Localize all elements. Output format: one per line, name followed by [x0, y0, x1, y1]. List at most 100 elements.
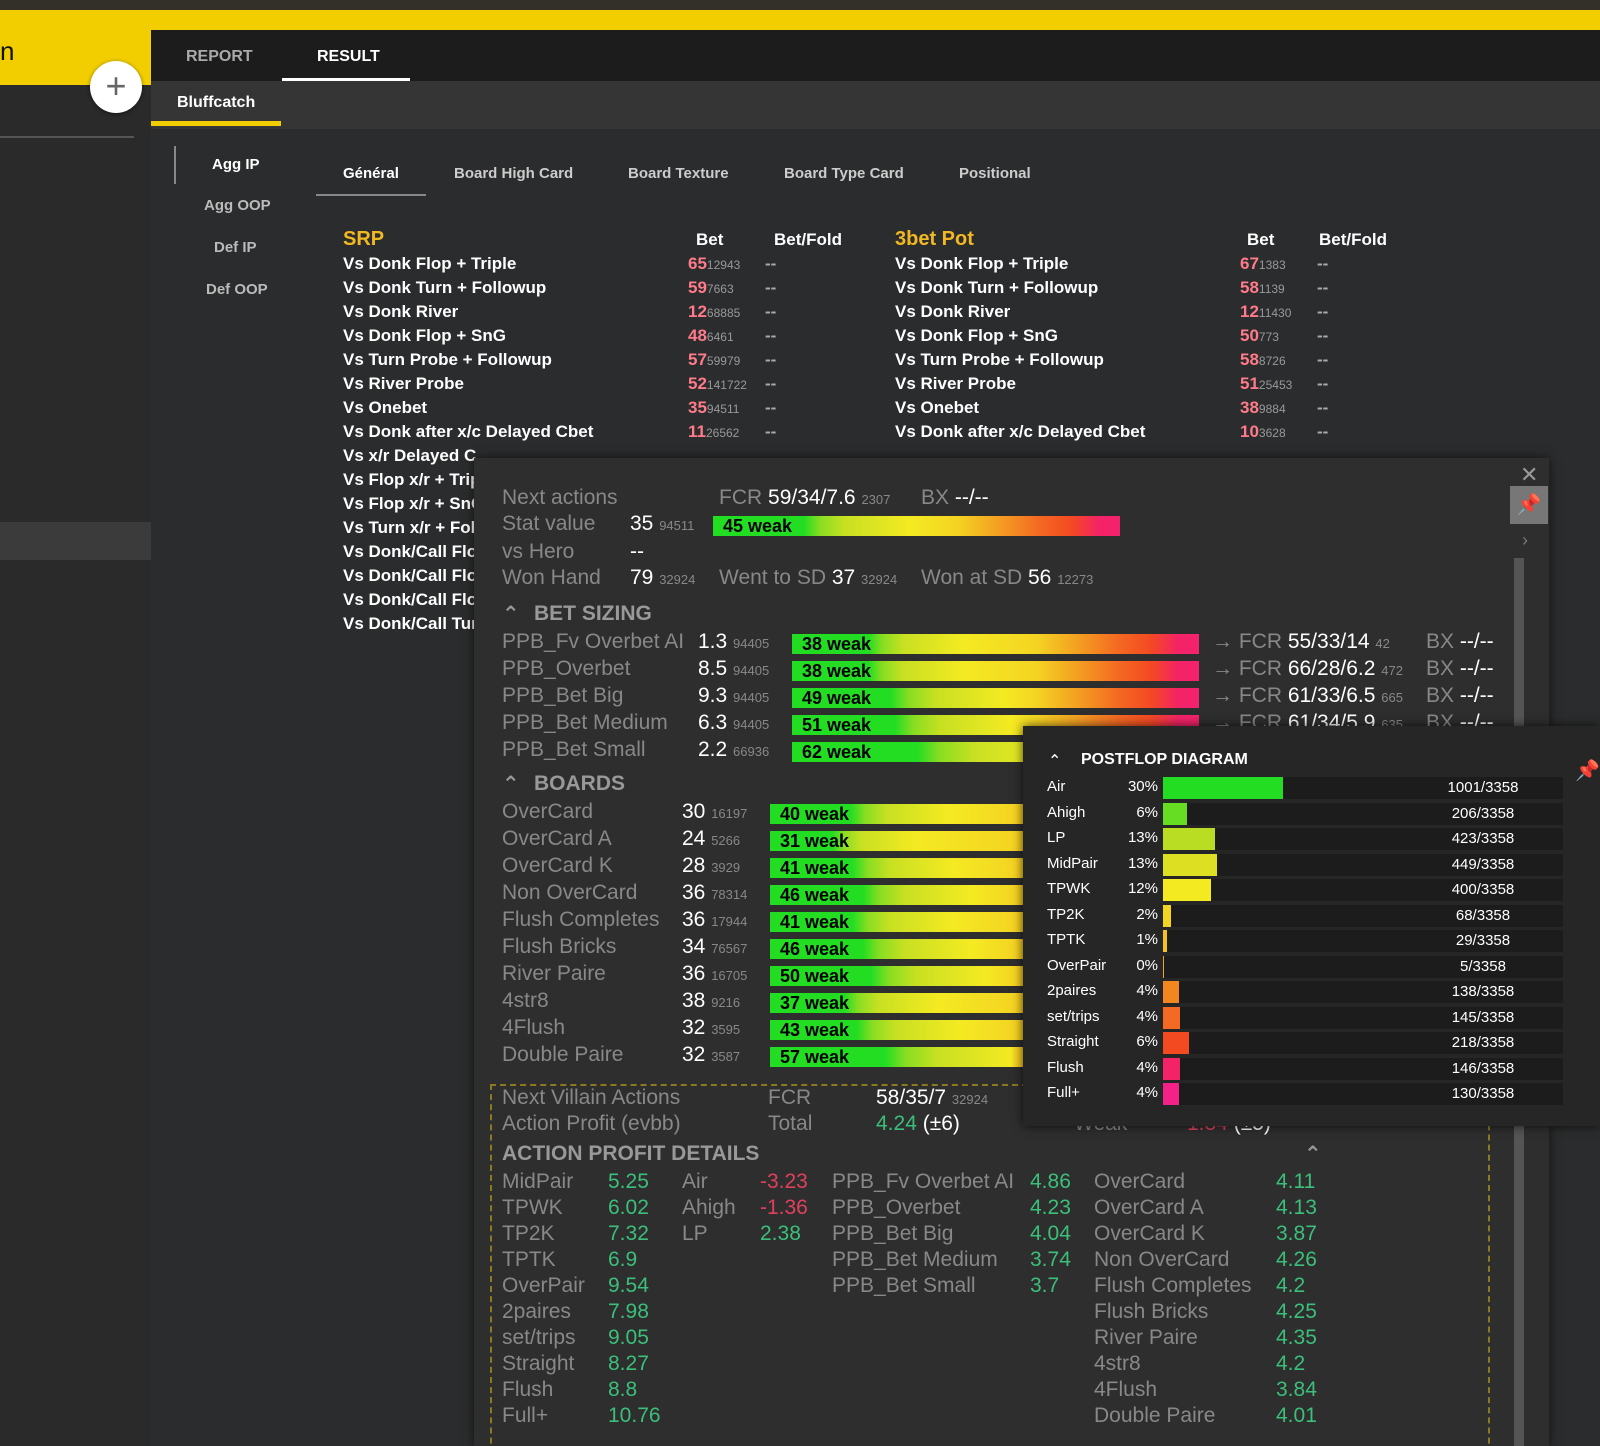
bet-value: 597663: [688, 278, 734, 298]
bar-label: 49 weak: [802, 688, 872, 708]
postflop-pct: 4%: [1136, 982, 1158, 999]
vs-hero-value: --: [630, 540, 644, 563]
left-selected-item[interactable]: [0, 522, 151, 560]
postflop-pct: 6%: [1136, 803, 1158, 821]
board-name: Double Paire: [502, 1043, 624, 1066]
pin-icon[interactable]: 📌: [1575, 760, 1600, 782]
apd-value: 5.25: [608, 1170, 649, 1193]
betfold-value: --: [1317, 254, 1329, 273]
row-label: Vs Donk/Call Flo: [343, 542, 478, 561]
row-label: Vs Donk after x/c Delayed Cbet: [895, 422, 1146, 441]
boards-title[interactable]: BOARDS: [534, 772, 626, 795]
apd-value: 7.32: [608, 1222, 649, 1245]
board-count: 9216: [711, 995, 741, 1010]
postflop-row: Air 30% 1001/3358: [1023, 776, 1600, 800]
postflop-row: TPWK 12% 400/3358: [1023, 878, 1600, 902]
postflop-count: 423/3358: [1451, 830, 1515, 847]
side-nav-agg-ip[interactable]: Agg IP: [212, 156, 260, 173]
apd-label: OverPair: [502, 1274, 585, 1297]
apd-label: OverCard A: [1094, 1196, 1204, 1219]
bet-sizing-bx: BX --/--: [1426, 657, 1494, 680]
chevron-up-icon[interactable]: ⌃: [502, 773, 520, 796]
side-nav-def-ip[interactable]: Def IP: [214, 239, 257, 256]
action-profit-label: Action Profit (evbb): [502, 1112, 681, 1135]
chevron-right-icon[interactable]: ›: [1522, 530, 1528, 550]
bet-sizing-name: PPB_Fv Overbet AI: [502, 630, 685, 653]
apd-label: MidPair: [502, 1170, 574, 1193]
tab-result[interactable]: RESULT: [317, 48, 380, 65]
board-value: 28 3929: [682, 854, 740, 878]
threebet-title: 3bet Pot: [895, 228, 974, 250]
ap-total-pm: (±6): [922, 1112, 960, 1135]
bet-value: 5125453: [1240, 374, 1292, 394]
main-tabbar: REPORT RESULT: [151, 30, 1600, 81]
apd-value: 4.2: [1276, 1352, 1306, 1375]
side-nav-def-oop[interactable]: Def OOP: [206, 281, 268, 298]
postflop-pct: 13%: [1127, 829, 1158, 846]
bet-sizing-value: 9.3 94405: [698, 684, 769, 708]
chevron-up-icon[interactable]: ⌃: [502, 603, 520, 626]
bet-count: 94511: [706, 402, 740, 416]
top-stripe: [0, 0, 1600, 10]
row-label: Vs Onebet: [895, 398, 980, 417]
postflop-pct: 6%: [1136, 1033, 1158, 1050]
postflop-label: set/trips: [1047, 1007, 1100, 1025]
fcr-value: 59/34/7.6: [768, 486, 856, 509]
tab-board-texture[interactable]: Board Texture: [628, 165, 729, 182]
postflop-bar-fill: [1163, 853, 1217, 876]
board-count: 3595: [711, 1022, 741, 1037]
add-button[interactable]: +: [90, 61, 142, 113]
tab-board-type-card[interactable]: Board Type Card: [784, 165, 904, 182]
fcr-count: 472: [1381, 663, 1403, 678]
bet-sizing-bx: BX --/--: [1426, 630, 1494, 653]
bet-number: 12: [688, 302, 707, 321]
board-value: 36 17944: [682, 908, 747, 932]
row-label: Vs Donk Turn + Followup: [895, 278, 1099, 297]
chevron-up-icon[interactable]: ⌃: [1304, 1143, 1322, 1166]
bet-count: 26562: [705, 426, 740, 440]
close-icon[interactable]: ✕: [1520, 462, 1539, 487]
tab-bluffcatch[interactable]: Bluffcatch: [177, 94, 256, 111]
bet-number: 59: [688, 278, 707, 297]
postflop-bar-track: 145/3358: [1163, 1006, 1563, 1029]
apd-value: 6.02: [608, 1196, 649, 1219]
tab-board-high-card[interactable]: Board High Card: [454, 165, 574, 182]
apd-value: 4.25: [1276, 1300, 1317, 1323]
postflop-label: 2paires: [1047, 982, 1097, 999]
board-count: 78314: [711, 887, 748, 902]
apd-label: PPB_Overbet: [832, 1196, 961, 1219]
tab-positional[interactable]: Positional: [959, 165, 1031, 182]
stat-bar-label: 45 weak: [723, 516, 793, 536]
bet-value: 1126562: [688, 422, 739, 442]
postflop-pct: 30%: [1127, 778, 1158, 795]
chevron-up-icon[interactable]: ⌃: [1048, 753, 1062, 770]
apd-value: 10.76: [608, 1404, 661, 1427]
app-title: n: [0, 36, 15, 66]
tab-report[interactable]: REPORT: [186, 48, 253, 65]
postflop-count: 449/3358: [1451, 855, 1515, 873]
bar-label: 31 weak: [780, 831, 850, 851]
tab-general[interactable]: Général: [343, 165, 399, 182]
won-sd-value: 56: [1028, 566, 1052, 589]
won-sd-label: Won at SD: [921, 566, 1023, 589]
bet-value: 50773: [1240, 326, 1279, 346]
general-tab-underline: [316, 194, 426, 196]
postflop-label: Full+: [1047, 1084, 1080, 1101]
postflop-bar-track: 5/3358: [1163, 955, 1563, 978]
action-profit-details-title[interactable]: ACTION PROFIT DETAILS: [502, 1142, 760, 1165]
board-name: OverCard A: [502, 827, 612, 850]
postflop-pct: 13%: [1127, 854, 1158, 872]
side-nav-agg-oop[interactable]: Agg OOP: [204, 197, 271, 214]
postflop-bar-fill: [1163, 930, 1167, 952]
bar-label: 40 weak: [780, 804, 850, 824]
apd-value: 3.7: [1030, 1274, 1060, 1297]
bet-value: 103628: [1240, 422, 1286, 442]
stat-count: 94511: [659, 518, 695, 533]
bet-sizing-title[interactable]: BET SIZING: [534, 602, 652, 625]
bet-number: 52: [688, 374, 707, 393]
postflop-row: Ahigh 6% 206/3358: [1023, 802, 1600, 826]
board-count: 76567: [711, 941, 748, 956]
postflop-bar-track: 218/3358: [1163, 1032, 1563, 1054]
pin-icon[interactable]: 📌: [1510, 486, 1548, 524]
board-name: 4str8: [502, 989, 549, 1012]
